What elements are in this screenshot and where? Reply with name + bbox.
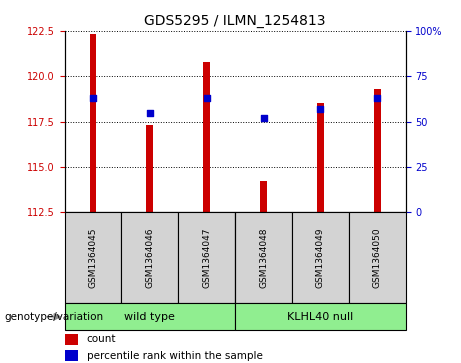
Text: GSM1364049: GSM1364049 [316,228,325,288]
Bar [121,212,178,303]
Point [260,115,267,121]
Point [89,95,97,101]
Bar [178,212,235,303]
Bar [317,103,324,212]
Text: KLHL40 null: KLHL40 null [287,312,354,322]
Text: percentile rank within the sample: percentile rank within the sample [87,351,263,361]
Bar [65,350,78,362]
Bar [260,182,267,212]
Point [146,110,154,115]
Title: GDS5295 / ILMN_1254813: GDS5295 / ILMN_1254813 [144,15,326,28]
Bar [147,125,153,212]
Bar [203,62,210,212]
Bar [235,303,406,330]
Text: GSM1364050: GSM1364050 [373,227,382,288]
Text: wild type: wild type [124,312,175,322]
Text: genotype/variation: genotype/variation [5,312,104,322]
Bar [65,334,78,345]
Point [317,106,324,112]
Bar [65,212,121,303]
Text: GSM1364048: GSM1364048 [259,228,268,288]
Text: GSM1364047: GSM1364047 [202,228,211,288]
Text: GSM1364046: GSM1364046 [145,228,154,288]
Bar [349,212,406,303]
Point [203,95,210,101]
Bar [89,34,96,212]
Bar [374,89,381,212]
Bar [292,212,349,303]
Point [373,95,381,101]
Text: count: count [87,334,116,344]
Bar [235,212,292,303]
Bar [65,303,235,330]
Text: GSM1364045: GSM1364045 [89,228,97,288]
